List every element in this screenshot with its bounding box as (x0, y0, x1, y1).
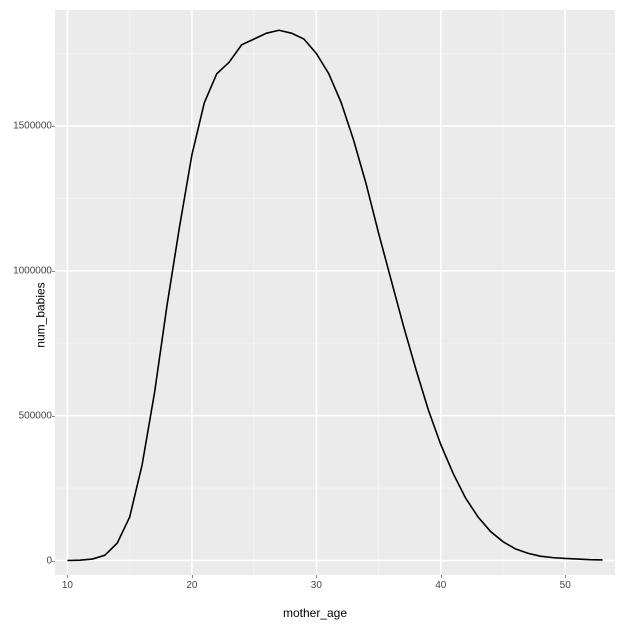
y-tick-label: 1500000 (13, 120, 52, 131)
y-tick-label: 500000 (19, 410, 52, 421)
x-tick-mark (67, 575, 68, 578)
y-tick-mark (52, 416, 55, 417)
x-axis-label: mother_age (283, 606, 347, 620)
y-tick-mark (52, 561, 55, 562)
x-tick-mark (441, 575, 442, 578)
plot-background (55, 10, 615, 575)
x-tick-mark (565, 575, 566, 578)
x-tick-label: 30 (311, 580, 322, 591)
chart-container (55, 10, 615, 575)
line-chart (55, 10, 615, 575)
y-axis-label: num_babies (34, 282, 48, 347)
y-tick-label: 1000000 (13, 265, 52, 276)
x-tick-label: 40 (435, 580, 446, 591)
y-tick-mark (52, 271, 55, 272)
y-tick-mark (52, 126, 55, 127)
x-tick-mark (316, 575, 317, 578)
x-tick-label: 10 (62, 580, 73, 591)
x-tick-mark (192, 575, 193, 578)
x-tick-label: 50 (560, 580, 571, 591)
x-tick-label: 20 (186, 580, 197, 591)
